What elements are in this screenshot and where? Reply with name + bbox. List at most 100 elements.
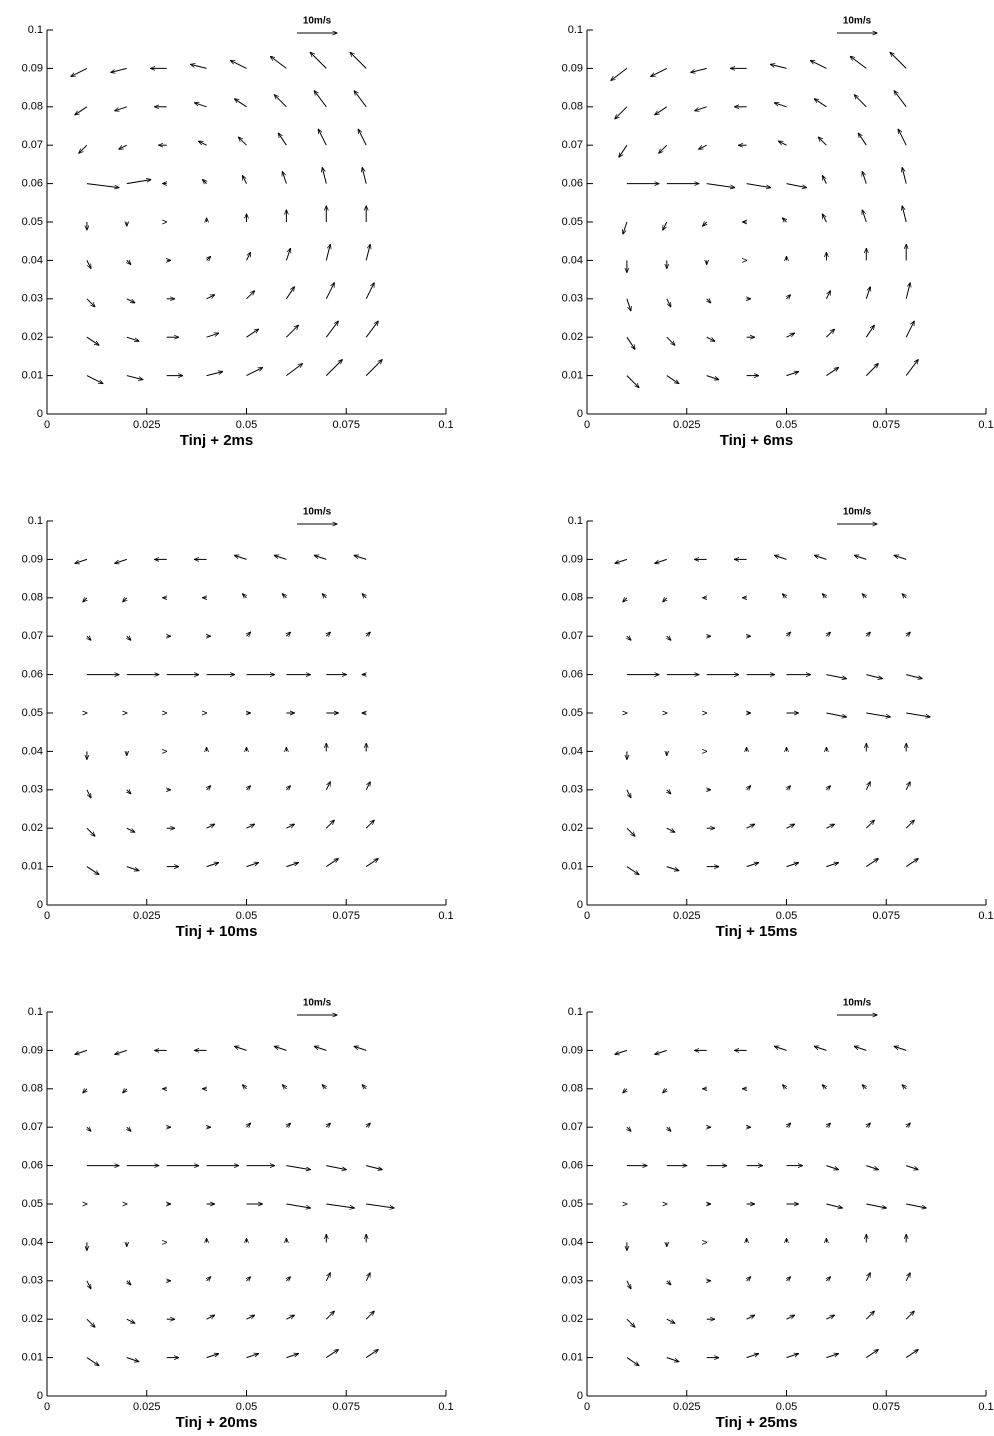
velocity-arrow xyxy=(203,180,207,184)
velocity-arrow xyxy=(246,252,251,261)
velocity-arrow xyxy=(362,168,367,184)
velocity-arrow xyxy=(278,133,287,146)
velocity-arrow xyxy=(822,214,827,223)
velocity-arrow xyxy=(87,1127,91,1131)
velocity-arrow xyxy=(623,221,628,234)
velocity-arrow xyxy=(865,1273,870,1282)
velocity-arrow xyxy=(655,106,668,115)
velocity-arrow xyxy=(786,183,807,188)
velocity-arrow xyxy=(699,144,707,149)
velocity-arrow xyxy=(195,103,207,108)
velocity-arrow xyxy=(902,594,906,598)
velocity-arrow xyxy=(786,1354,799,1359)
velocity-arrow xyxy=(747,1277,751,1281)
y-tick-label: 0.05 xyxy=(562,707,583,719)
y-tick-label: 0.07 xyxy=(22,139,43,151)
velocity-arrow xyxy=(865,325,874,338)
velocity-arrow xyxy=(627,1127,631,1131)
velocity-arrow xyxy=(826,1354,838,1359)
velocity-arrow xyxy=(786,333,795,338)
velocity-arrow xyxy=(86,260,91,268)
velocity-arrow xyxy=(666,336,675,345)
velocity-arrow xyxy=(126,1357,139,1362)
velocity-arrow xyxy=(206,1354,219,1359)
velocity-arrow xyxy=(362,1085,366,1089)
velocity-arrow xyxy=(126,375,143,380)
velocity-arrow xyxy=(127,260,131,264)
velocity-arrow xyxy=(286,1123,290,1127)
velocity-arrow xyxy=(127,636,131,640)
velocity-arrow xyxy=(365,859,378,868)
reference-label: 10m/s xyxy=(303,998,332,1009)
x-tick-label: 0.1 xyxy=(978,910,993,922)
velocity-arrow xyxy=(75,1049,88,1054)
velocity-arrow xyxy=(822,1085,826,1089)
velocity-arrow xyxy=(286,1315,294,1320)
y-tick-label: 0.05 xyxy=(562,1198,583,1210)
panel-title: Tinj + 2ms xyxy=(180,432,254,449)
y-tick-label: 0 xyxy=(37,899,43,911)
reference-label: 10m/s xyxy=(303,507,332,518)
x-tick-label: 0.1 xyxy=(978,1401,993,1413)
velocity-arrow xyxy=(246,1354,259,1359)
y-tick-label: 0.09 xyxy=(22,62,43,74)
velocity-arrow xyxy=(902,206,907,223)
velocity-arrow xyxy=(746,863,759,868)
velocity-arrow xyxy=(905,321,914,338)
panel-title: Tinj + 10ms xyxy=(176,923,258,940)
velocity-arrow xyxy=(86,298,95,307)
velocity-arrow xyxy=(894,555,907,560)
velocity-arrow xyxy=(783,594,787,598)
y-tick-label: 0.04 xyxy=(562,1236,583,1248)
y-tick-label: 0.05 xyxy=(22,216,43,228)
x-tick-label: 0.1 xyxy=(978,419,993,431)
velocity-arrow xyxy=(747,786,751,790)
velocity-arrow xyxy=(825,291,830,300)
velocity-arrow xyxy=(786,863,799,868)
velocity-arrow xyxy=(310,52,327,69)
velocity-arrow xyxy=(615,1049,628,1054)
velocity-arrow xyxy=(862,1085,866,1089)
velocity-arrow xyxy=(905,859,918,868)
velocity-arrow xyxy=(826,368,838,377)
y-tick-label: 0 xyxy=(577,408,583,420)
velocity-arrow xyxy=(274,95,287,108)
velocity-arrow xyxy=(286,632,290,636)
velocity-arrow xyxy=(126,336,139,341)
velocity-arrow xyxy=(206,333,219,338)
velocity-arrow xyxy=(814,1046,827,1051)
velocity-arrow xyxy=(365,360,382,376)
velocity-arrow xyxy=(126,827,135,832)
velocity-arrow xyxy=(775,1046,787,1051)
velocity-arrow xyxy=(86,1318,95,1327)
velocity-arrow xyxy=(282,1085,286,1089)
velocity-arrow xyxy=(667,636,671,640)
y-tick-label: 0.09 xyxy=(562,62,583,74)
velocity-arrow xyxy=(787,1277,791,1281)
velocity-arrow xyxy=(123,598,127,602)
velocity-arrow xyxy=(775,555,787,560)
velocity-arrow xyxy=(79,144,88,153)
y-tick-label: 0.01 xyxy=(562,861,583,873)
velocity-arrow xyxy=(235,99,247,108)
velocity-arrow xyxy=(619,144,628,157)
y-tick-label: 0 xyxy=(577,899,583,911)
velocity-arrow xyxy=(86,375,103,384)
velocity-arrow xyxy=(771,64,787,69)
panel-title: Tinj + 25ms xyxy=(716,1414,798,1431)
x-tick-label: 0.075 xyxy=(872,419,900,431)
velocity-arrow xyxy=(826,674,846,679)
velocity-arrow xyxy=(666,827,675,832)
velocity-arrow xyxy=(890,52,907,69)
velocity-arrow xyxy=(86,866,99,875)
velocity-arrow xyxy=(365,244,370,261)
velocity-arrow xyxy=(231,60,247,69)
velocity-arrow xyxy=(706,375,719,380)
velocity-arrow xyxy=(322,594,326,598)
y-tick-label: 0.04 xyxy=(22,1236,43,1248)
y-tick-label: 0.08 xyxy=(562,1083,583,1095)
velocity-arrow xyxy=(626,789,631,798)
velocity-arrow xyxy=(354,1046,367,1051)
velocity-arrow xyxy=(115,106,127,111)
